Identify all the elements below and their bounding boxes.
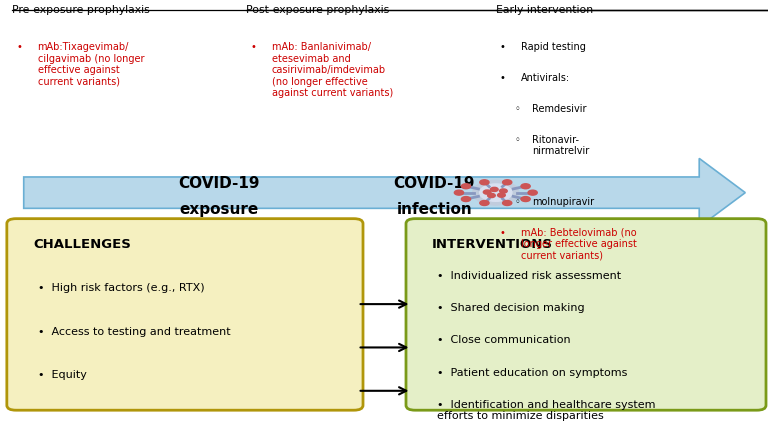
Text: CHALLENGES: CHALLENGES [33,238,131,251]
Circle shape [503,180,512,185]
Circle shape [480,184,512,201]
Circle shape [461,184,471,189]
Circle shape [521,197,530,201]
Text: Remdesivir: Remdesivir [532,104,587,114]
Text: •  High risk factors (e.g., RTX): • High risk factors (e.g., RTX) [38,283,204,294]
Text: molnupiravir: molnupiravir [532,197,594,207]
FancyBboxPatch shape [406,218,766,410]
FancyBboxPatch shape [7,218,363,410]
Text: •  Patient education on symptoms: • Patient education on symptoms [437,368,627,378]
Text: COVID-19: COVID-19 [178,176,260,191]
Text: mAb: Banlanivimab/
etesevimab and
casirivimab/imdevimab
(no longer effective
aga: mAb: Banlanivimab/ etesevimab and casiri… [271,42,393,98]
Circle shape [503,201,512,206]
Text: •: • [16,42,22,52]
Text: COVID-19: COVID-19 [394,176,475,191]
Text: INTERVENTIONS: INTERVENTIONS [432,238,553,251]
Text: •: • [500,73,505,83]
Circle shape [488,193,495,198]
Circle shape [528,190,538,195]
Text: •  Individualized risk assessment: • Individualized risk assessment [437,271,621,281]
Text: •  Identification and healthcare system
efforts to minimize disparities: • Identification and healthcare system e… [437,400,655,422]
Text: •  Equity: • Equity [38,370,86,380]
Text: Ritonavir-
nirmatrelvir: Ritonavir- nirmatrelvir [532,135,589,156]
Polygon shape [24,159,745,227]
Circle shape [461,197,471,201]
Text: Pre-exposure prophylaxis: Pre-exposure prophylaxis [12,5,150,15]
Circle shape [480,201,489,206]
Text: •  Shared decision making: • Shared decision making [437,303,584,313]
Text: exposure: exposure [180,202,259,218]
Text: ◦: ◦ [515,104,521,114]
Circle shape [484,190,491,194]
Circle shape [480,180,489,185]
Circle shape [491,187,498,192]
Text: Antivirals:: Antivirals: [521,73,571,83]
Text: •: • [500,42,505,52]
Text: •  Access to testing and treatment: • Access to testing and treatment [38,327,230,337]
Text: •  Close communication: • Close communication [437,335,571,346]
Circle shape [454,190,464,195]
Text: Post-exposure prophylaxis: Post-exposure prophylaxis [246,5,390,15]
Text: •: • [250,42,256,52]
Text: ◦: ◦ [515,135,521,145]
Circle shape [473,180,519,205]
Circle shape [521,184,530,189]
Text: Rapid testing: Rapid testing [521,42,586,52]
Text: Early intervention: Early intervention [496,5,593,15]
Text: mAb: Bebtelovimab (no
longer effective against
current variants): mAb: Bebtelovimab (no longer effective a… [521,228,637,261]
Text: mAb:Tixagevimab/
cilgavimab (no longer
effective against
current variants): mAb:Tixagevimab/ cilgavimab (no longer e… [38,42,144,87]
Circle shape [498,193,505,197]
Circle shape [500,189,508,193]
Text: ◦: ◦ [515,197,521,207]
Text: infection: infection [397,202,472,218]
Text: •: • [500,228,505,238]
